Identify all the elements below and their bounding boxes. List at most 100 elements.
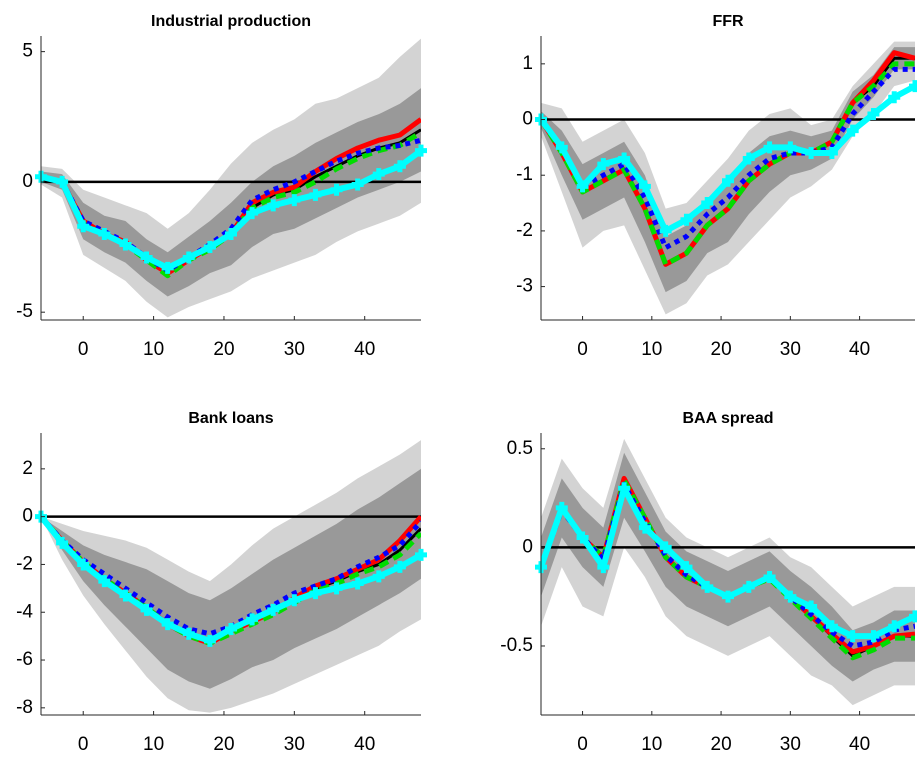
marker — [119, 589, 132, 602]
x-tick-label: 30 — [780, 339, 801, 360]
marker — [225, 228, 237, 241]
band — [41, 88, 421, 297]
marker — [56, 175, 69, 188]
marker — [246, 613, 259, 626]
marker — [909, 80, 917, 93]
x-tick-label: 30 — [284, 339, 305, 360]
y-tick-label: 0 — [22, 171, 33, 192]
marker — [119, 238, 132, 251]
marker — [638, 180, 651, 193]
chart-title: BAA spread — [683, 410, 774, 427]
y-tick-label: 5 — [22, 41, 33, 62]
marker — [372, 168, 385, 181]
marker — [742, 152, 755, 165]
marker — [182, 251, 195, 264]
y-tick-label: 0 — [522, 536, 533, 557]
marker — [98, 575, 111, 588]
marker — [888, 620, 901, 633]
y-tick-label: -8 — [16, 697, 33, 718]
marker — [659, 224, 672, 237]
y-tick-label: -2 — [516, 220, 533, 241]
series-line — [541, 66, 915, 251]
marker — [182, 627, 195, 640]
marker — [888, 91, 901, 104]
marker — [203, 634, 216, 647]
marker — [722, 590, 734, 603]
x-tick-label: 0 — [78, 339, 89, 360]
band — [41, 468, 421, 689]
chart-title: Bank loans — [188, 410, 273, 427]
x-tick-label: 40 — [849, 734, 870, 755]
marker — [638, 521, 651, 534]
marker — [680, 561, 693, 574]
marker — [555, 141, 568, 154]
marker — [763, 570, 776, 583]
marker — [140, 251, 153, 264]
marker — [576, 531, 589, 544]
marker — [597, 561, 610, 574]
marker — [161, 618, 174, 631]
y-tick-label: -6 — [16, 649, 33, 670]
marker — [288, 194, 301, 207]
marker — [597, 158, 610, 171]
marker — [680, 213, 693, 226]
x-tick-label: 20 — [711, 339, 732, 360]
y-tick-label: 0 — [22, 506, 33, 527]
x-tick-label: 30 — [780, 734, 801, 755]
y-tick-label: 1 — [522, 53, 533, 74]
band — [41, 440, 421, 713]
marker — [246, 207, 259, 220]
marker — [372, 570, 385, 583]
marker — [225, 622, 237, 635]
x-tick-label: 40 — [354, 339, 375, 360]
marker — [161, 261, 174, 274]
y-tick-label: -1 — [516, 164, 533, 185]
marker — [351, 577, 364, 590]
marker — [909, 610, 917, 623]
x-tick-label: 10 — [143, 734, 164, 755]
x-tick-label: 20 — [213, 339, 234, 360]
x-tick-label: 0 — [577, 339, 588, 360]
marker — [140, 603, 153, 616]
x-tick-label: 0 — [577, 734, 588, 755]
marker — [203, 241, 216, 254]
marker — [267, 199, 280, 212]
marker — [288, 594, 301, 607]
y-tick-label: 2 — [22, 458, 33, 479]
x-tick-label: 30 — [284, 734, 305, 755]
y-tick-label: -2 — [16, 553, 33, 574]
marker — [701, 197, 714, 210]
marker — [867, 107, 880, 120]
marker — [618, 152, 631, 165]
marker — [393, 160, 406, 173]
marker — [267, 603, 280, 616]
x-tick-label: 40 — [849, 339, 870, 360]
series-line — [541, 50, 915, 267]
marker — [77, 558, 90, 571]
marker — [701, 580, 714, 593]
x-tick-label: 10 — [641, 339, 662, 360]
x-tick-label: 40 — [354, 734, 375, 755]
marker — [763, 141, 776, 154]
marker — [77, 220, 90, 233]
y-tick-label: -0.5 — [500, 635, 533, 656]
x-tick-label: 0 — [78, 734, 89, 755]
marker — [618, 482, 631, 495]
marker — [867, 630, 880, 643]
marker — [576, 180, 589, 193]
marker — [742, 580, 755, 593]
x-tick-label: 10 — [641, 734, 662, 755]
y-tick-label: 0 — [522, 109, 533, 130]
marker — [659, 541, 672, 554]
marker — [805, 146, 818, 159]
marker — [415, 548, 427, 561]
y-tick-label: -4 — [16, 601, 33, 622]
y-tick-label: 0.5 — [507, 438, 533, 459]
marker — [393, 560, 406, 573]
marker — [415, 144, 427, 157]
marker — [56, 536, 69, 549]
marker — [846, 124, 859, 137]
chart-title: Industrial production — [151, 13, 311, 30]
x-tick-label: 20 — [711, 734, 732, 755]
